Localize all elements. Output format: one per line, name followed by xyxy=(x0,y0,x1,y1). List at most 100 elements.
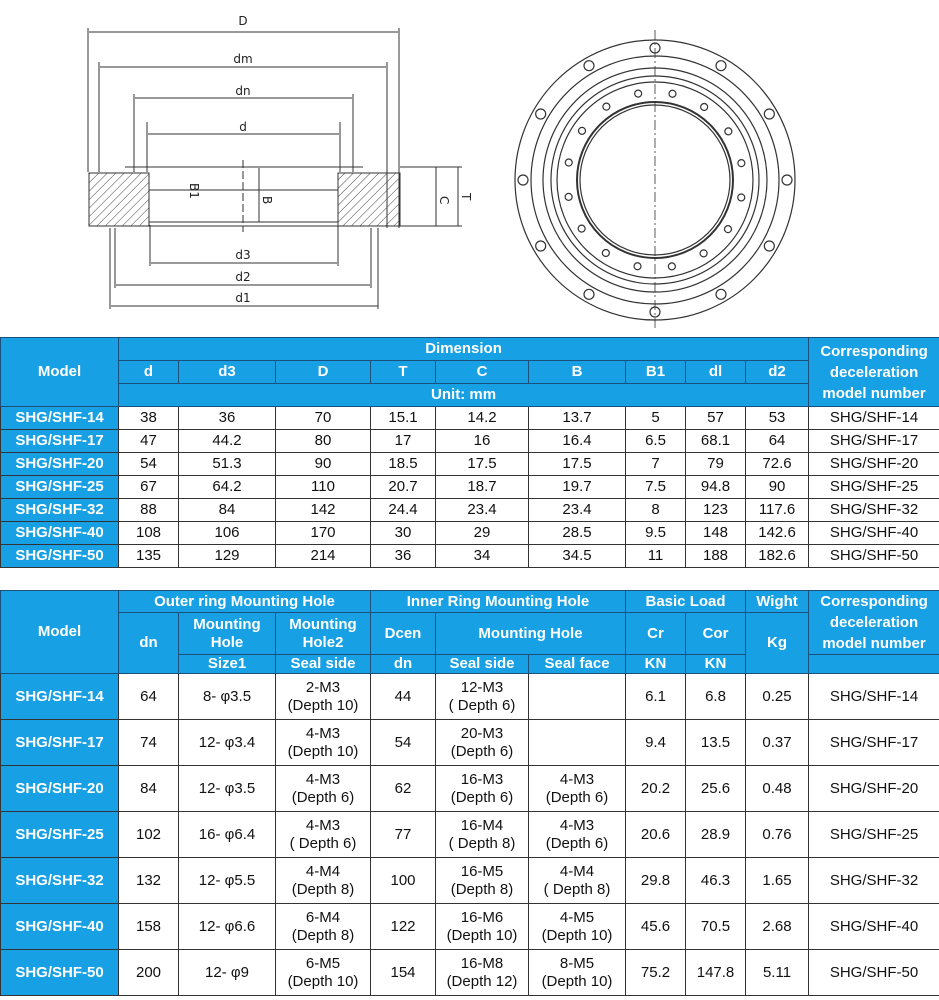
corresponding-model-header: Corresponding deceleration model number xyxy=(808,337,939,407)
model-cell: SHG/SHF-32 xyxy=(0,857,119,904)
table-row: SHG/SHF-14 64 8- φ3.5 2-M3 (Depth 10) 44 12-M… xyxy=(0,673,939,720)
corresponding-model-cell: SHG/SHF-25 xyxy=(808,475,939,499)
value-cell: 64 xyxy=(118,673,179,720)
corresponding-model-cell: SHG/SHF-17 xyxy=(808,429,939,453)
bolt-hole-icon xyxy=(535,240,547,252)
value-cell: 16-M6 (Depth 10) xyxy=(435,903,529,950)
value-cell: 117.6 xyxy=(744,498,810,522)
label-d1: d1 xyxy=(235,291,250,305)
dimension-table: Model Dimension Corresponding decelerati… xyxy=(0,337,939,568)
label-d3: d3 xyxy=(235,248,250,262)
value-cell: 72.6 xyxy=(744,452,810,476)
corresponding-model-cell: SHG/SHF-50 xyxy=(808,949,939,996)
value-cell: 12- φ3.5 xyxy=(178,765,276,812)
value-cell: 18.7 xyxy=(435,475,529,499)
model-cell: SHG/SHF-14 xyxy=(0,673,119,720)
value-cell: 16-M3 (Depth 6) xyxy=(435,765,529,812)
dimension-labels: D dm dn d d3 d2 d1 B1 B C T xyxy=(187,14,473,305)
table-row: SHG/SHF-40 158 12- φ6.6 6-M4 (Depth 8) 122 16… xyxy=(0,903,939,950)
value-cell: 17.5 xyxy=(528,452,626,476)
value-cell: 20.2 xyxy=(625,765,687,812)
label-T: T xyxy=(459,192,473,201)
cr-unit-header: KN xyxy=(625,654,687,674)
value-cell: 214 xyxy=(275,544,371,568)
bolt-hole-icon xyxy=(564,192,573,201)
value-cell: 44 xyxy=(370,673,436,720)
value-cell: 17 xyxy=(370,429,436,453)
bolt-hole-icon xyxy=(724,127,733,136)
bolt-hole-icon xyxy=(577,126,587,135)
corresponding-model-cell: SHG/SHF-14 xyxy=(808,406,939,430)
size1-header: Size1 xyxy=(178,654,276,674)
value-cell: 11 xyxy=(625,544,686,568)
value-cell: 23.4 xyxy=(528,498,626,522)
bolt-hole-icon xyxy=(737,159,746,168)
corresponding-model-cell: SHG/SHF-20 xyxy=(808,765,939,812)
bolt-hole-icon xyxy=(723,225,733,234)
value-cell: 64.2 xyxy=(178,475,276,499)
value-cell: 8 xyxy=(625,498,686,522)
value-cell: 94.8 xyxy=(685,475,746,499)
value-cell: 20.6 xyxy=(625,811,687,858)
value-cell: 142 xyxy=(275,498,371,522)
label-dn: dn xyxy=(235,84,250,98)
column-header-dl: dl xyxy=(685,360,746,384)
value-cell: 57 xyxy=(685,406,746,430)
value-cell: 14.2 xyxy=(435,406,529,430)
corresponding-model-cell: SHG/SHF-32 xyxy=(808,498,939,522)
inner-ring-header: Inner Ring Mounting Hole xyxy=(369,590,627,613)
table-row: SHG/SHF-20 84 12- φ3.5 4-M3 (Depth 6) 62 16-M… xyxy=(0,765,939,812)
column-header-c: C xyxy=(435,360,529,384)
model-cell: SHG/SHF-25 xyxy=(0,475,119,499)
cor-unit-header: KN xyxy=(685,654,747,674)
corresponding-model-cell: SHG/SHF-40 xyxy=(808,903,939,950)
label-C: C xyxy=(437,196,451,204)
bolt-hole-icon xyxy=(715,288,727,300)
value-cell: 16 xyxy=(435,429,529,453)
table-row: SHG/SHF-20 54 51.3 90 18.5 17.5 17.5 7 79 72.6 SHG… xyxy=(0,452,939,476)
corresponding-model-cell: SHG/SHF-32 xyxy=(808,857,939,904)
value-cell: 13.7 xyxy=(528,406,626,430)
value-cell: 29.8 xyxy=(625,857,687,904)
value-cell: 51.3 xyxy=(178,452,276,476)
model-cell: SHG/SHF-17 xyxy=(0,719,119,766)
column-header-d2: d2 xyxy=(744,360,810,384)
value-cell: 84 xyxy=(118,765,179,812)
value-cell: 135 xyxy=(118,544,179,568)
table-row: SHG/SHF-25 67 64.2 110 20.7 18.7 19.7 7.5 94.8 90… xyxy=(0,475,939,499)
value-cell: 16-M8 (Depth 12) xyxy=(435,949,529,996)
mounting-hole2-header: Mounting Hole2 xyxy=(275,612,371,655)
value-cell: 74 xyxy=(118,719,179,766)
value-cell: 4-M3 ( Depth 6) xyxy=(275,811,371,858)
corresponding-model-cell: SHG/SHF-17 xyxy=(808,719,939,766)
value-cell: 45.6 xyxy=(625,903,687,950)
value-cell: 129 xyxy=(178,544,276,568)
bolt-hole-icon xyxy=(577,224,586,233)
bolt-hole-icon xyxy=(564,158,573,167)
column-header-b1: B1 xyxy=(625,360,686,384)
corresponding-model-cell: SHG/SHF-40 xyxy=(808,521,939,545)
value-cell: 24.4 xyxy=(370,498,436,522)
label-d2: d2 xyxy=(235,270,250,284)
bolt-hole-icon xyxy=(715,60,727,72)
value-cell: 25.6 xyxy=(685,765,747,812)
model-cell: SHG/SHF-40 xyxy=(0,521,119,545)
weight-header: Wight xyxy=(745,590,810,613)
value-cell: 36 xyxy=(178,406,276,430)
value-cell: 12- φ5.5 xyxy=(178,857,276,904)
value-cell: 9.5 xyxy=(625,521,686,545)
model-cell: SHG/SHF-20 xyxy=(0,765,119,812)
column-header-d3: d3 xyxy=(178,360,276,384)
label-d: d xyxy=(239,120,247,134)
value-cell: 34.5 xyxy=(528,544,626,568)
value-cell: 182.6 xyxy=(744,544,810,568)
value-cell: 75.2 xyxy=(625,949,687,996)
value-cell: 12- φ6.6 xyxy=(178,903,276,950)
value-cell xyxy=(527,719,627,766)
value-cell: 70 xyxy=(275,406,371,430)
dcen-header: Dcen xyxy=(370,612,436,655)
bolt-hole-icon xyxy=(668,89,677,98)
value-cell: 5 xyxy=(625,406,686,430)
value-cell: 20-M3 (Depth 6) xyxy=(435,719,529,766)
bolt-hole-icon xyxy=(700,102,709,112)
